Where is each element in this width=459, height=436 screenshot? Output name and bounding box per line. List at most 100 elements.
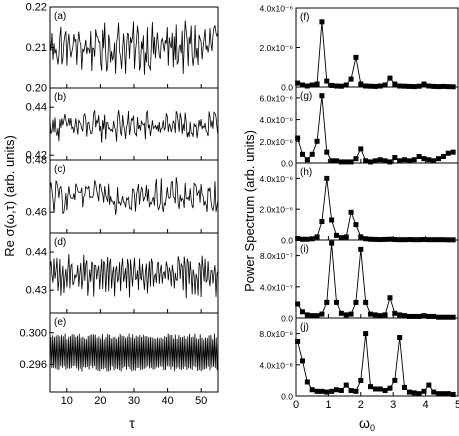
- data-point: [382, 82, 388, 88]
- panel-frame: [295, 162, 459, 241]
- x-tick-label: 30: [128, 395, 140, 407]
- y-tick-label: 0.44: [26, 102, 47, 114]
- series-line: [297, 95, 454, 163]
- data-point: [358, 81, 364, 87]
- panel-f: 0.0 2.0x10⁻⁶ 4.0x10⁻⁶ (f): [259, 4, 459, 93]
- data-point: [421, 313, 427, 319]
- data-point: [334, 299, 339, 305]
- y-tick-label: 4.0x10⁻⁸: [259, 360, 293, 370]
- data-point: [402, 83, 408, 89]
- panel-c: 0.46 0.48 (c): [26, 155, 219, 234]
- data-point: [353, 388, 359, 394]
- panel-letter: (j): [300, 322, 309, 333]
- data-point: [353, 156, 359, 162]
- data-point: [304, 157, 310, 163]
- data-point: [338, 235, 344, 241]
- data-point: [368, 384, 374, 390]
- data-point: [368, 311, 374, 317]
- data-point: [382, 236, 388, 242]
- data-point: [353, 222, 359, 228]
- data-point: [319, 93, 325, 99]
- data-point: [319, 388, 325, 394]
- data-point: [426, 157, 432, 163]
- data-point: [387, 159, 393, 165]
- data-point: [319, 19, 325, 25]
- data-point: [309, 387, 315, 393]
- data-point: [402, 384, 408, 390]
- data-point: [348, 388, 354, 394]
- data-point: [431, 158, 437, 164]
- data-point: [309, 82, 315, 88]
- y-tick-label: 6.0x10⁻⁶: [259, 93, 293, 103]
- data-point: [324, 78, 330, 84]
- data-point: [440, 391, 446, 397]
- data-point: [324, 299, 330, 305]
- data-point: [397, 312, 403, 318]
- y-tick-label: 0.43: [26, 285, 47, 297]
- data-point: [334, 83, 339, 89]
- data-point: [338, 388, 344, 394]
- data-point: [295, 338, 301, 344]
- data-point: [450, 314, 456, 320]
- y-tick-label: 0.0: [281, 236, 293, 246]
- data-point: [372, 386, 378, 392]
- data-point: [411, 390, 417, 396]
- data-point: [358, 246, 364, 252]
- data-point: [343, 382, 349, 388]
- data-point: [372, 236, 378, 242]
- data-point: [431, 83, 437, 89]
- y-tick-label: 0.48: [26, 155, 47, 167]
- panel-frame: [295, 239, 459, 319]
- data-point: [334, 387, 339, 393]
- data-point: [299, 236, 305, 242]
- data-point: [372, 83, 378, 89]
- y-tick-label: 0.300: [19, 327, 47, 339]
- x-tick-label: 3: [390, 399, 396, 411]
- data-point: [363, 236, 369, 242]
- y-tick-label: 0.0: [281, 83, 293, 93]
- panel-b: 0.42 0.44 (b): [26, 87, 219, 162]
- panel-letter: (i): [300, 244, 309, 255]
- data-point: [387, 295, 393, 301]
- data-point: [431, 389, 437, 395]
- y-tick-label: 4.0x10⁻⁶: [259, 174, 293, 184]
- data-point: [445, 314, 451, 320]
- data-point: [358, 234, 364, 240]
- data-point: [363, 299, 369, 305]
- panel-h: 0.0 2.0x10⁻⁶ 4.0x10⁻⁶ (h): [259, 162, 459, 246]
- data-point: [338, 159, 344, 165]
- data-point: [343, 312, 349, 318]
- series-line: [49, 20, 219, 75]
- data-point: [416, 153, 422, 159]
- panel-letter: (f): [300, 12, 309, 23]
- data-point: [392, 81, 398, 87]
- series-line: [49, 333, 219, 372]
- x-tick-label: 50: [195, 395, 207, 407]
- y-tick-label: 0.44: [26, 247, 47, 259]
- data-point: [343, 82, 349, 88]
- data-point: [421, 388, 427, 394]
- y-tick-label: 2.0x10⁻⁶: [259, 43, 293, 53]
- right-x-axis-label: ω0: [359, 415, 375, 433]
- panel-e: 0.296 0.300 10 20 30 40 50 (e): [19, 312, 219, 407]
- data-point: [358, 146, 364, 152]
- y-tick-label: 0.42: [26, 150, 47, 162]
- panel-letter: (e): [54, 317, 66, 328]
- x-tick-label: 1: [325, 399, 331, 411]
- data-point: [450, 391, 456, 397]
- y-tick-label: 8.0x10⁻⁷: [260, 251, 293, 261]
- x-tick-label: 10: [61, 395, 73, 407]
- data-point: [314, 388, 320, 394]
- y-tick-label: 2.0x10⁻⁶: [259, 137, 293, 147]
- right-y-axis-label: Power Spectrum (arb. units): [242, 130, 257, 292]
- data-point: [309, 236, 315, 242]
- data-point: [314, 234, 320, 240]
- data-point: [338, 310, 344, 316]
- series-line: [297, 21, 454, 88]
- panel-g: 0.0 2.0x10⁻⁶ 4.0x10⁻⁶ 6.0x10⁻⁶ (g): [259, 86, 459, 169]
- data-point: [334, 232, 339, 238]
- data-point: [353, 299, 359, 305]
- data-point: [382, 312, 388, 318]
- data-point: [319, 311, 325, 317]
